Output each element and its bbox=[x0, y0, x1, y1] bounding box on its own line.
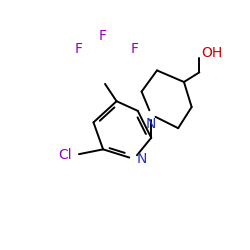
Text: Cl: Cl bbox=[59, 148, 72, 162]
Text: F: F bbox=[99, 28, 107, 42]
Text: N: N bbox=[146, 116, 156, 130]
Text: F: F bbox=[75, 42, 83, 56]
Text: OH: OH bbox=[201, 46, 222, 60]
Text: F: F bbox=[131, 42, 139, 56]
Text: N: N bbox=[136, 152, 146, 166]
